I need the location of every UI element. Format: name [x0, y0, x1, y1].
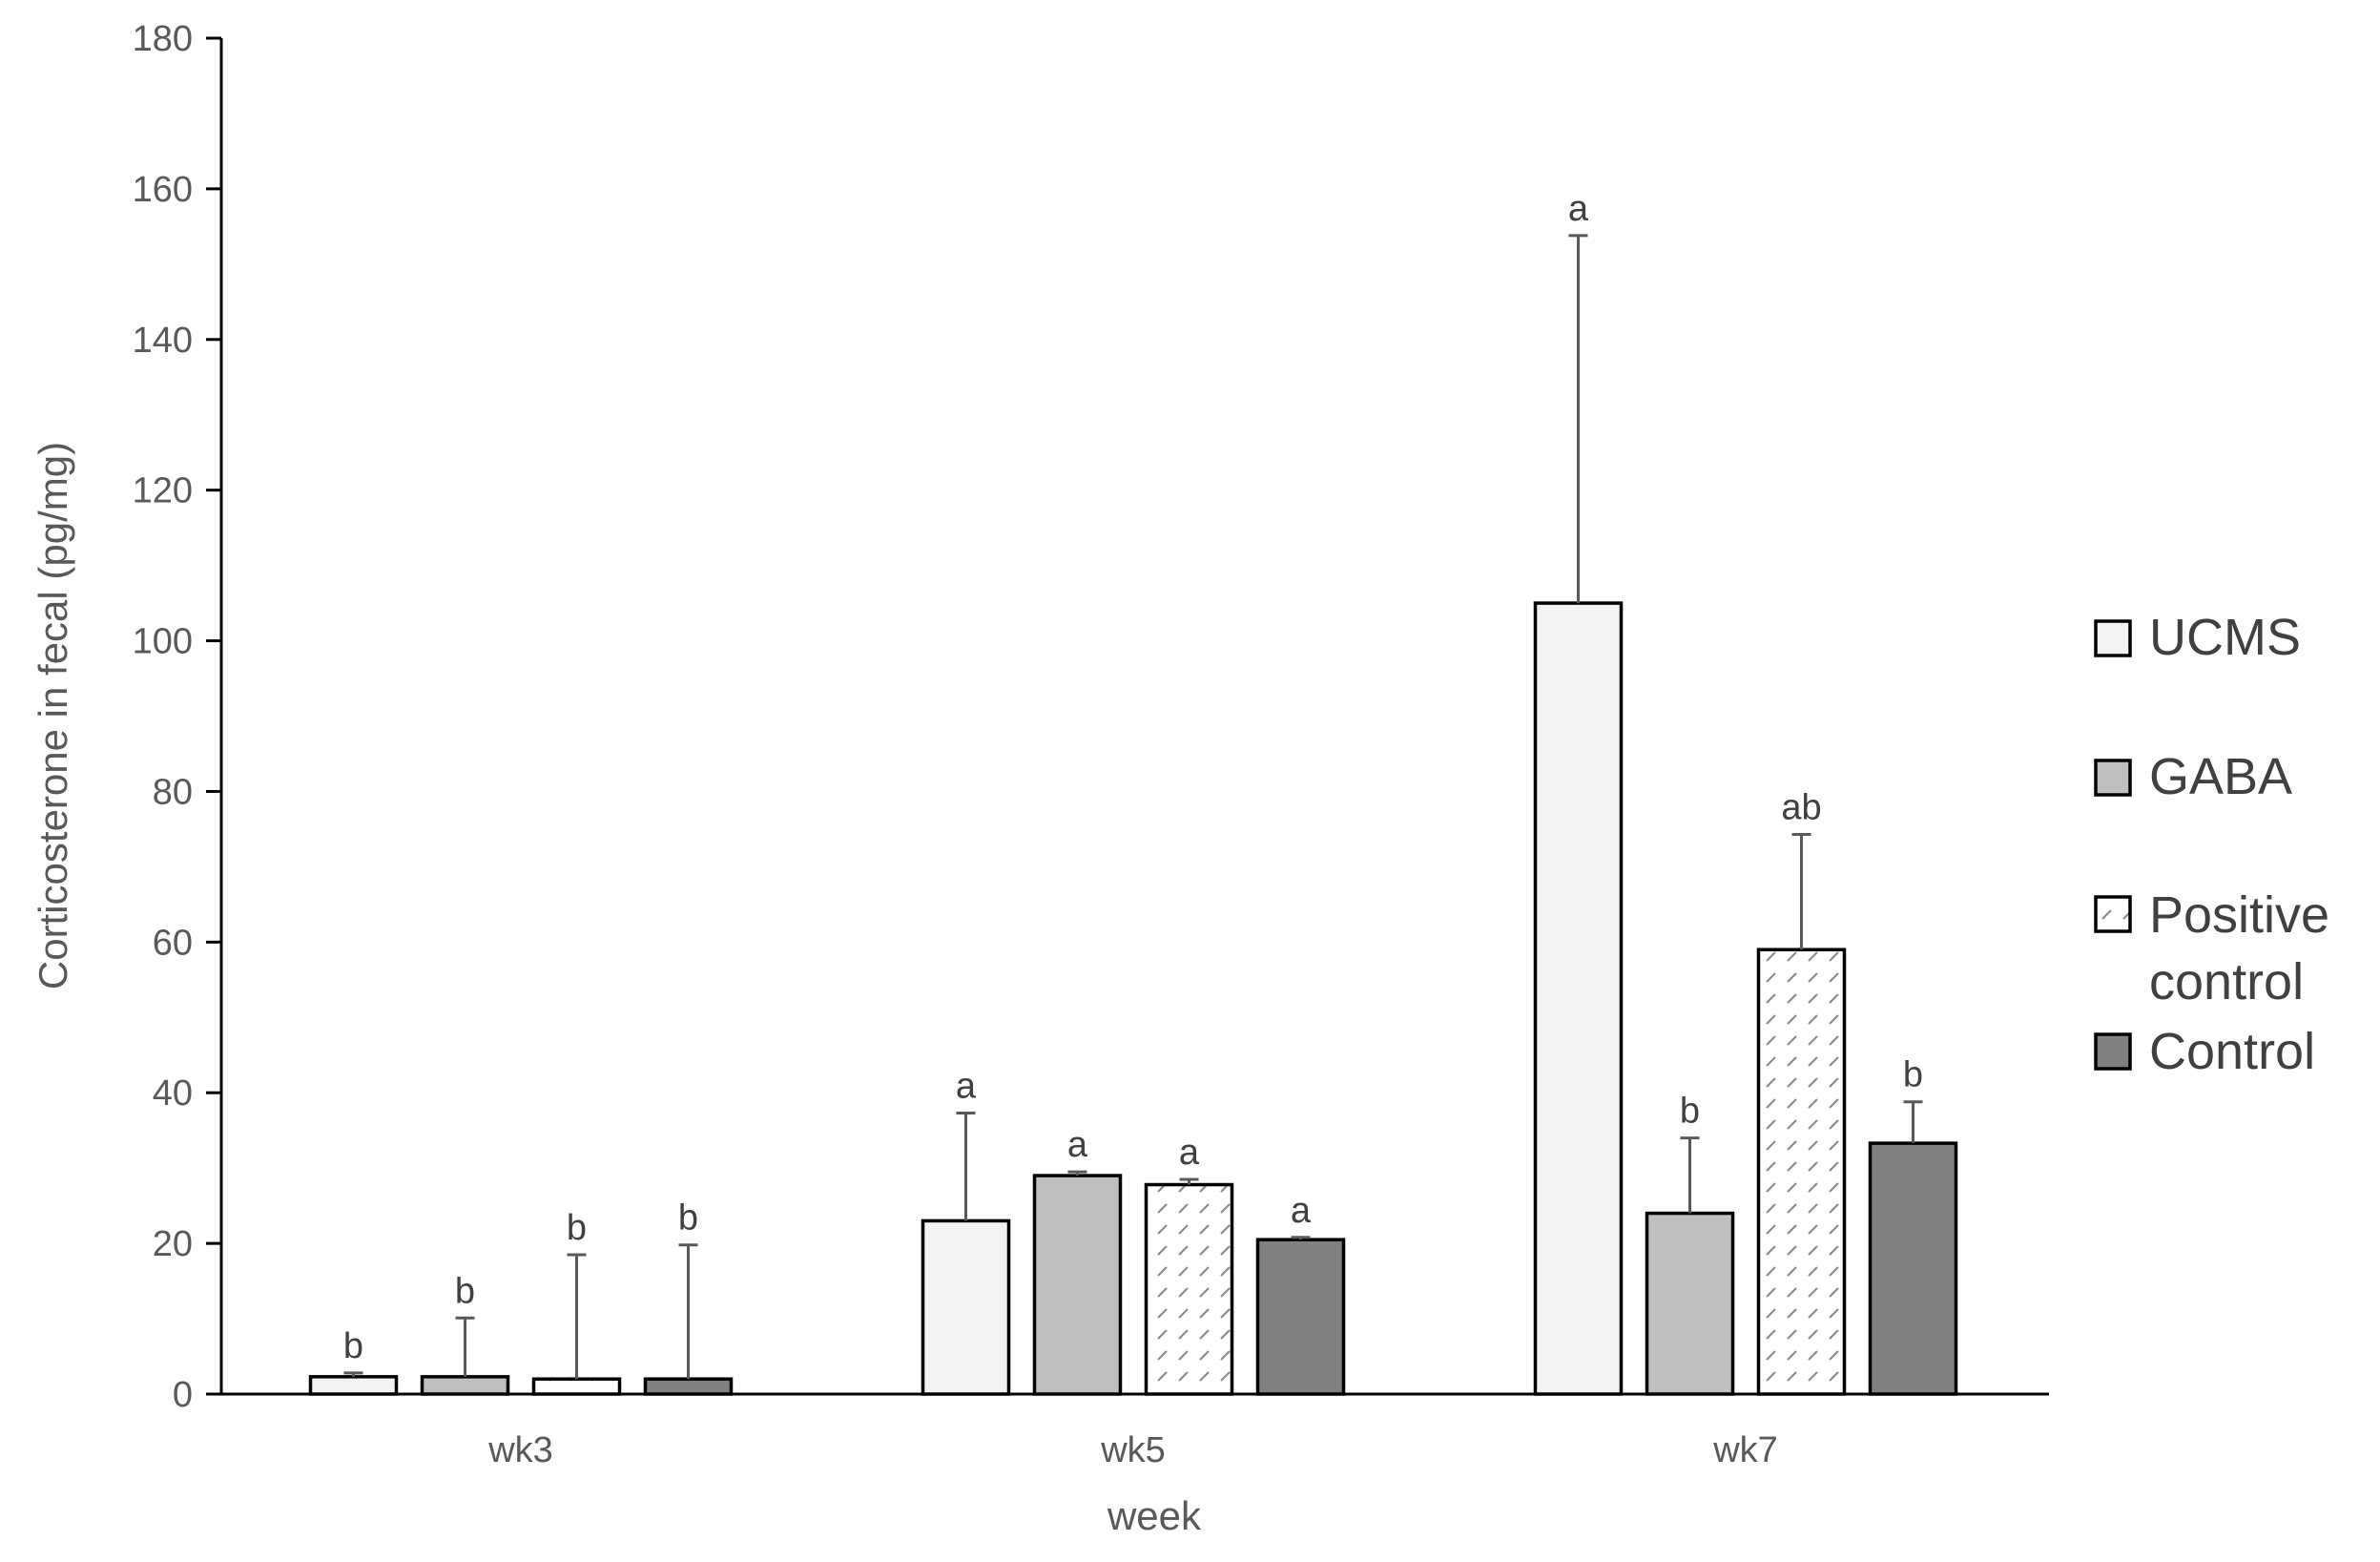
- legend-swatch-positive-control: [2094, 895, 2132, 933]
- bar-positive-control-wk7: [1756, 948, 1847, 1396]
- bar-control-wk7: [1868, 1141, 1958, 1396]
- y-tick-label: 80: [153, 772, 193, 812]
- y-tick-label: 40: [153, 1073, 193, 1114]
- y-tick-label: 20: [153, 1224, 193, 1264]
- sig-letter-control-wk5: a: [1291, 1191, 1312, 1231]
- legend-item-gaba: GABA: [2094, 748, 2292, 805]
- error-bar-group: [343, 234, 1923, 1380]
- x-category-label-wk5: wk5: [1100, 1430, 1166, 1470]
- legend-swatch-gaba: [2094, 759, 2132, 797]
- y-tick-label: 60: [153, 923, 193, 963]
- legend-label-control: Control: [2149, 1023, 2315, 1080]
- legend-label-gaba: GABA: [2149, 748, 2292, 805]
- sig-letter-control-wk7: b: [1903, 1055, 1923, 1095]
- y-tick-label: 180: [133, 19, 193, 59]
- x-axis-category-labels: wk3 wk5 wk7: [487, 1430, 1778, 1470]
- x-category-label-wk7: wk7: [1712, 1430, 1778, 1470]
- bar-ucms-wk3: [308, 1375, 399, 1396]
- bar-control-wk5: [1255, 1238, 1346, 1396]
- y-tick-label: 0: [173, 1375, 193, 1415]
- sig-letter-positive-control-wk5: a: [1179, 1133, 1200, 1173]
- sig-letter-positive-control-wk7: ab: [1781, 787, 1821, 827]
- sig-letter-ucms-wk3: b: [343, 1326, 363, 1366]
- y-axis-title: Corticosterone in fecal (pg/mg): [31, 442, 75, 989]
- y-axis-ticks: 0 20 40 60 80 100 120 140 160 180: [133, 19, 221, 1415]
- y-tick-label: 100: [133, 622, 193, 662]
- bar-gaba-wk7: [1645, 1211, 1735, 1396]
- sig-letter-ucms-wk7: a: [1568, 189, 1589, 229]
- legend-label-positive: Positive: [2149, 886, 2329, 944]
- sig-letter-ucms-wk5: a: [956, 1067, 977, 1107]
- sig-letter-gaba-wk7: b: [1680, 1092, 1700, 1132]
- legend-label-ucms: UCMS: [2149, 609, 2301, 666]
- x-category-label-wk3: wk3: [487, 1430, 553, 1470]
- bar-ucms-wk7: [1533, 601, 1624, 1396]
- bar-gaba-wk3: [420, 1375, 510, 1396]
- bar-ucms-wk5: [921, 1218, 1011, 1396]
- x-axis-title: week: [1107, 1493, 1202, 1538]
- legend-swatch-control: [2094, 1032, 2132, 1071]
- legend-label-control-line2: control: [2149, 953, 2304, 1010]
- y-tick-label: 160: [133, 170, 193, 210]
- sig-letter-positive-control-wk3: b: [567, 1208, 587, 1248]
- legend-item-positive-control: Positive control: [2094, 886, 2329, 1010]
- bar-positive-control-wk3: [531, 1377, 622, 1396]
- bar-gaba-wk5: [1032, 1174, 1123, 1396]
- legend-swatch-ucms: [2094, 619, 2132, 657]
- legend-item-ucms: UCMS: [2094, 609, 2301, 666]
- y-tick-label: 120: [133, 471, 193, 511]
- bar-series-group: [308, 601, 1958, 1396]
- legend-item-control: Control: [2094, 1023, 2315, 1080]
- bar-control-wk3: [643, 1377, 734, 1396]
- y-tick-label: 140: [133, 321, 193, 361]
- sig-letter-gaba-wk3: b: [455, 1271, 475, 1311]
- legend: UCMS GABA Positive control Control: [2094, 609, 2329, 1080]
- sig-letter-control-wk3: b: [678, 1198, 698, 1239]
- sig-letter-gaba-wk5: a: [1067, 1125, 1088, 1165]
- bar-positive-control-wk5: [1144, 1182, 1234, 1396]
